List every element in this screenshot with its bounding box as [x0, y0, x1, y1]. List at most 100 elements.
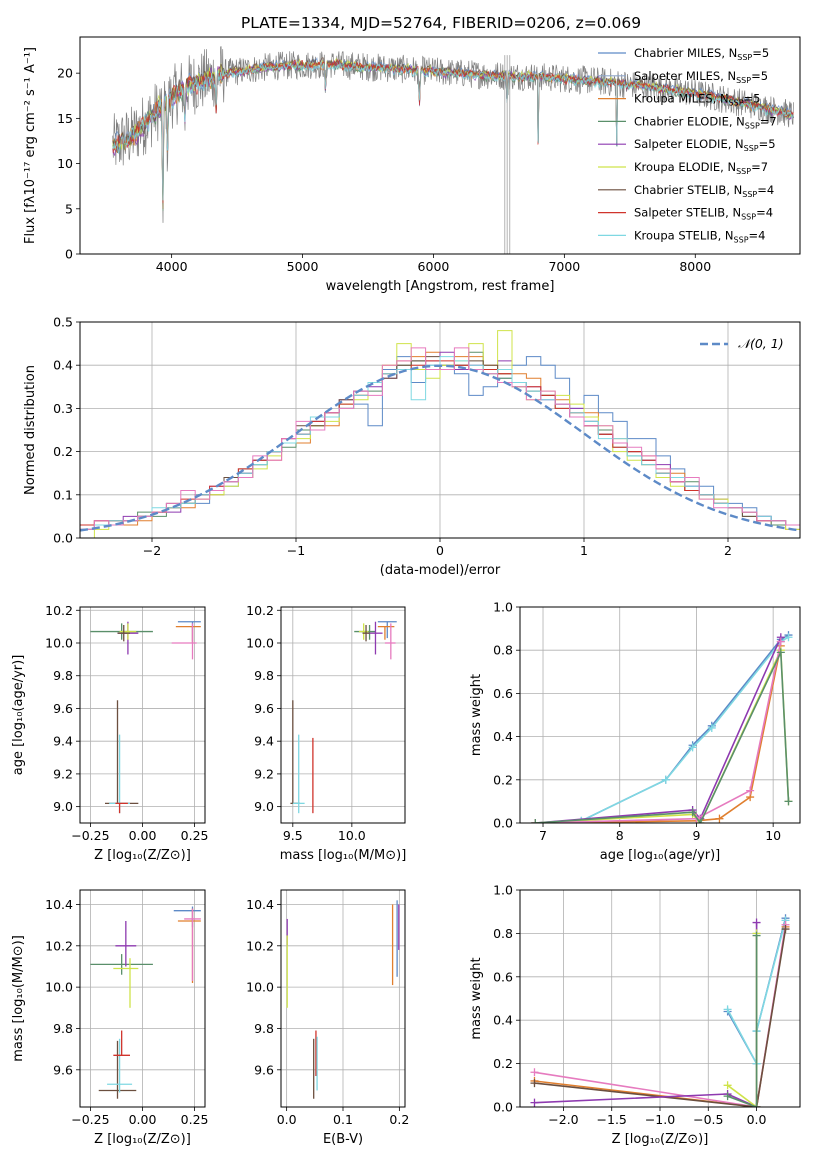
- mass-vs-EBV-panel: 0.0 0.1 0.2 9.6 9.8 10.0 10.2 10.4 E(B-V): [246, 889, 409, 1147]
- legend-label: 𝒩(0, 1): [738, 336, 784, 351]
- error-bar-point: [177, 621, 201, 642]
- y-tick-label: 1.0: [493, 600, 513, 615]
- x-ticks: 4000 5000 6000 7000 8000: [156, 254, 711, 274]
- x-tick-label: 1: [580, 543, 588, 558]
- weight-marker: [776, 637, 785, 646]
- y-ticks: 0 5 10 15 20: [57, 66, 80, 262]
- mass-vs-Z-panel: −0.25 0.00 0.25 9.6 9.8 10.0 10.2 10.4 Z [log₁₀(…: [11, 889, 209, 1147]
- legend-item: Kroupa STELIB, NSSP=4: [598, 228, 765, 244]
- x-tick-label: 6000: [418, 259, 450, 274]
- legend-label-value: =4: [756, 206, 773, 220]
- y-tick-label: 0.6: [493, 686, 513, 701]
- y-ticks: 9.0 9.2 9.4 9.6 9.8 10.0 10.2: [45, 603, 80, 814]
- grid: [80, 890, 205, 1107]
- y-tick-label: 0.2: [493, 772, 513, 787]
- y-tick-label: 10.2: [246, 938, 274, 953]
- axes-frame: [79, 36, 801, 255]
- y-tick-label: 0.5: [53, 315, 73, 330]
- weight-marker: [776, 648, 785, 657]
- y-ticks: 0.0 0.1 0.2 0.3 0.4 0.5: [53, 315, 80, 546]
- weight-marker: [696, 819, 705, 823]
- error-bar-point: [173, 906, 201, 928]
- y-tick-label: 10.2: [246, 603, 274, 618]
- weight-marker: [707, 723, 716, 732]
- error-bar-point: [107, 1038, 133, 1093]
- x-tick-label: 10: [765, 828, 781, 843]
- y-tick-label: 0.4: [493, 729, 513, 744]
- x-tick-label: 7000: [548, 259, 580, 274]
- histograms: [80, 330, 800, 538]
- error-bar-point: [362, 625, 370, 642]
- legend-label: Kroupa STELIB, NSSP=4: [634, 228, 765, 244]
- x-tick-label: 0.25: [181, 828, 209, 843]
- x-ticks: −2 −1 0 1 2: [143, 538, 732, 558]
- legend-label-subscript: SSP: [744, 144, 759, 153]
- legend-label-value: =5: [759, 137, 776, 151]
- weight-marker: [752, 918, 761, 927]
- y-tick-label: 9.0: [254, 799, 274, 814]
- legend-label-subscript: SSP: [736, 76, 751, 85]
- legend-item: Chabrier MILES, NSSP=5: [598, 46, 769, 62]
- x-axis-label: Z [log₁₀(Z/Z⊙)]: [612, 1132, 709, 1147]
- x-tick-label: −1: [287, 543, 305, 558]
- x-tick-label: 0.1: [333, 1112, 353, 1127]
- y-ticks: 9.6 9.8 10.0 10.2 10.4: [45, 897, 80, 1077]
- grid: [281, 890, 405, 1107]
- y-tick-label: 10: [57, 156, 73, 171]
- y-axis-label: Flux [fλ10⁻¹⁷ erg cm⁻² s⁻¹ A⁻¹]: [23, 47, 38, 244]
- histogram-series: [80, 347, 800, 538]
- x-tick-label: 9: [692, 828, 700, 843]
- legend-label: Kroupa MILES, NSSP=5: [634, 92, 760, 108]
- x-axis-label: E(B-V): [323, 1132, 363, 1147]
- x-axis-label: age [log₁₀(age/yr)]: [600, 848, 721, 863]
- y-tick-label: 9.4: [254, 734, 274, 749]
- weight-vs-Z-panel: −2.0 −1.5 −1.0 −0.5 0.0 0.0 0.2 0.4 0.6 0.8 1.0 Z […: [469, 883, 801, 1147]
- error-bar-point: [115, 802, 128, 814]
- legend-label-text: Chabrier ELODIE, N: [634, 114, 745, 128]
- error-bar-point: [105, 700, 139, 805]
- legend-label-subscript: SSP: [737, 53, 752, 62]
- legend-label: Salpeter ELODIE, NSSP=5: [634, 137, 776, 153]
- y-tick-label: 9.6: [53, 701, 73, 716]
- y-tick-label: 9.8: [254, 1021, 274, 1036]
- y-tick-label: 9.8: [53, 668, 73, 683]
- y-tick-label: 0.0: [493, 816, 513, 831]
- error-bars: [90, 621, 201, 814]
- x-ticks: −0.25 0.00 0.25: [71, 1107, 209, 1127]
- error-bar-point: [98, 1040, 137, 1099]
- axes-frame: [280, 606, 406, 824]
- x-tick-label: 0.00: [129, 828, 157, 843]
- weight-marker: [530, 1068, 539, 1077]
- x-tick-label: 9.5: [283, 828, 303, 843]
- legend-label-text: Kroupa ELODIE, N: [634, 160, 736, 174]
- x-ticks: 0.0 0.1 0.2: [277, 1107, 409, 1127]
- weight-vs-age-panel: 7 8 9 10 0.0 0.2 0.4 0.6 0.8 1.0 age [log₁₀(age/yr…: [469, 600, 801, 863]
- y-tick-label: 9.2: [254, 766, 274, 781]
- y-tick-label: 20: [57, 66, 73, 81]
- legend-label: Chabrier MILES, NSSP=5: [634, 46, 769, 62]
- error-bar-point: [358, 623, 369, 640]
- error-bar-point: [384, 623, 396, 660]
- error-bars: [286, 900, 400, 1099]
- weight-marker: [781, 925, 790, 934]
- legend-label-text: Chabrier STELIB, N: [634, 183, 742, 197]
- error-bar-point: [119, 623, 137, 640]
- x-tick-label: −2: [143, 543, 161, 558]
- legend-label-value: =4: [757, 183, 774, 197]
- x-axis-label: wavelength [Angstrom, rest frame]: [326, 279, 555, 294]
- y-axis-label: mass weight: [469, 957, 484, 1039]
- x-tick-label: 0.2: [389, 1112, 409, 1127]
- error-bar-point: [377, 621, 397, 639]
- error-bar-point: [354, 625, 376, 640]
- weight-line: [534, 922, 758, 1107]
- y-tick-label: 0.0: [493, 1100, 513, 1115]
- legend-item: Chabrier ELODIE, NSSP=7: [598, 114, 777, 130]
- x-tick-label: 5000: [287, 259, 319, 274]
- x-tick-label: 0.00: [129, 1112, 157, 1127]
- legend-label-subscript: SSP: [745, 121, 760, 130]
- legend-label-value: =5: [744, 92, 761, 106]
- y-tick-label: 5: [65, 201, 73, 216]
- y-tick-label: 0.8: [493, 926, 513, 941]
- legend-label-value: =5: [752, 46, 769, 60]
